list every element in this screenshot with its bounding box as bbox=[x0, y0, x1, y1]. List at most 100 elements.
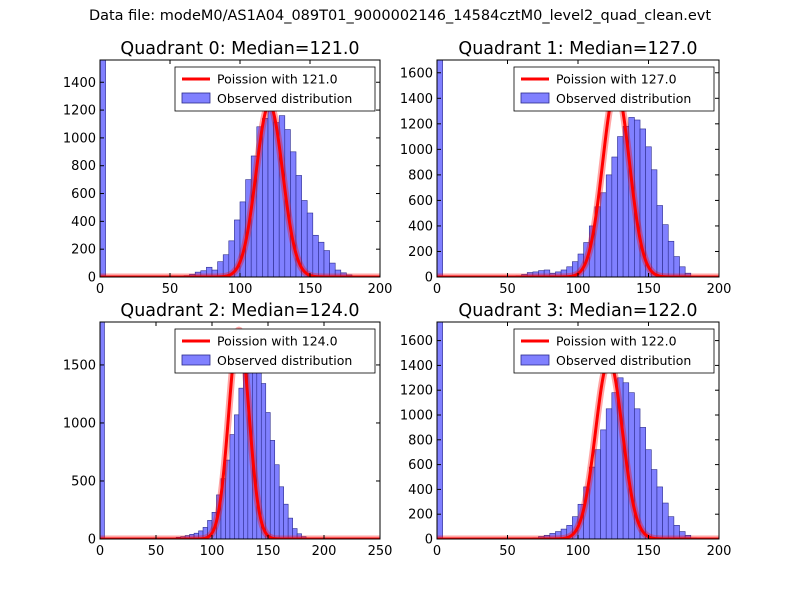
quadrant-0-plot: 0 50 100 150 200 0 200 400 600 800 1000 1200 1400 Qua… bbox=[63, 39, 393, 297]
histogram-bar bbox=[278, 486, 284, 539]
y-tick-label: 600 bbox=[408, 194, 433, 209]
histogram-bar bbox=[679, 266, 686, 277]
histogram-bar bbox=[611, 392, 618, 539]
histogram-bar bbox=[437, 322, 443, 539]
x-tick-label: 0 bbox=[433, 544, 441, 559]
legend-poisson-label: Poission with 121.0 bbox=[217, 72, 338, 87]
legend-observed-label: Observed distribution bbox=[217, 91, 352, 106]
page-title: Data file: modeM0/AS1A04_089T01_90000021… bbox=[88, 8, 712, 24]
histogram-bar bbox=[605, 174, 613, 277]
x-tick-label: 200 bbox=[707, 282, 732, 297]
histogram-bar bbox=[318, 241, 325, 277]
legend-histogram-swatch bbox=[181, 354, 211, 366]
x-tick-label: 0 bbox=[96, 544, 104, 559]
y-tick-label: 800 bbox=[71, 159, 96, 174]
histogram-bar bbox=[437, 60, 443, 277]
y-tick-label: 1000 bbox=[63, 416, 96, 431]
histogram-bar bbox=[274, 464, 280, 539]
histogram-bar bbox=[645, 449, 652, 539]
y-tick-label: 600 bbox=[408, 458, 433, 473]
x-tick-label: 50 bbox=[499, 282, 516, 297]
legend-box bbox=[513, 66, 715, 112]
legend-histogram-swatch bbox=[520, 354, 550, 366]
y-tick-label: 400 bbox=[71, 215, 96, 230]
histogram-bar bbox=[662, 224, 669, 277]
poisson-curve bbox=[437, 358, 719, 539]
histogram-bar bbox=[100, 60, 106, 277]
y-tick-label: 0 bbox=[88, 271, 96, 286]
histogram-bar bbox=[283, 503, 289, 539]
histogram-bar bbox=[617, 136, 624, 277]
y-tick-label: 1200 bbox=[400, 117, 433, 132]
x-tick-label: 200 bbox=[368, 282, 393, 297]
y-tick-label: 0 bbox=[425, 533, 433, 548]
histogram-bar bbox=[656, 205, 663, 277]
poisson-curve bbox=[100, 103, 380, 277]
histogram-bar bbox=[651, 169, 658, 277]
y-tick-label: 400 bbox=[408, 483, 433, 498]
y-tick-label: 200 bbox=[71, 243, 96, 258]
poisson-curve-glow bbox=[100, 101, 380, 277]
histogram-bar bbox=[229, 434, 235, 539]
x-tick-label: 50 bbox=[162, 282, 179, 297]
y-tick-label: 1200 bbox=[63, 104, 96, 119]
histogram-bar bbox=[306, 212, 314, 277]
histogram-bar bbox=[684, 272, 692, 277]
legend-observed-label: Observed distribution bbox=[217, 353, 352, 368]
poisson-curve-glow bbox=[437, 84, 719, 277]
histogram-bar bbox=[605, 408, 613, 539]
histogram-bar bbox=[267, 100, 274, 277]
x-tick-label: 50 bbox=[148, 544, 165, 559]
x-tick-label: 50 bbox=[499, 544, 516, 559]
x-tick-label: 200 bbox=[312, 544, 337, 559]
y-tick-label: 1600 bbox=[400, 66, 433, 81]
histogram-bar bbox=[269, 440, 276, 539]
x-tick-label: 100 bbox=[228, 282, 253, 297]
quadrant-title: Quadrant 0: Median=121.0 bbox=[120, 39, 359, 59]
y-tick-label: 1000 bbox=[400, 143, 433, 158]
legend: Poission with 127.0 Observed distribution bbox=[513, 66, 715, 112]
x-tick-label: 250 bbox=[368, 544, 393, 559]
legend-poisson-label: Poission with 124.0 bbox=[217, 334, 338, 349]
histogram-bar bbox=[234, 414, 240, 539]
x-tick-label: 100 bbox=[200, 544, 225, 559]
x-tick-label: 150 bbox=[636, 282, 661, 297]
legend-observed-label: Observed distribution bbox=[556, 353, 691, 368]
y-tick-label: 800 bbox=[408, 168, 433, 183]
y-tick-label: 500 bbox=[71, 474, 96, 489]
quadrant-2-plot: 0 50 100 150 200 250 0 500 1000 1500 Quadrant 2: M… bbox=[63, 301, 393, 559]
legend-observed-label: Observed distribution bbox=[556, 91, 691, 106]
legend-box bbox=[513, 328, 715, 374]
legend-histogram-swatch bbox=[181, 92, 211, 104]
quadrant-3-plot: 0 50 100 150 200 0 200 400 600 800 1000 1200 1400 160… bbox=[400, 301, 732, 559]
histogram-bar bbox=[323, 250, 330, 277]
x-tick-label: 200 bbox=[707, 544, 732, 559]
histogram-bar bbox=[238, 387, 244, 539]
y-tick-label: 1400 bbox=[400, 359, 433, 374]
x-tick-label: 0 bbox=[433, 282, 441, 297]
y-tick-label: 1000 bbox=[63, 131, 96, 146]
legend-poisson-label: Poission with 122.0 bbox=[556, 334, 677, 349]
plot-area bbox=[100, 60, 380, 277]
legend: Poission with 124.0 Observed distribution bbox=[174, 328, 376, 374]
x-tick-label: 100 bbox=[566, 544, 591, 559]
y-tick-label: 1400 bbox=[63, 76, 96, 91]
y-tick-label: 600 bbox=[71, 187, 96, 202]
histogram-bar bbox=[684, 534, 692, 539]
legend-poisson-label: Poission with 127.0 bbox=[556, 72, 677, 87]
y-tick-label: 1500 bbox=[63, 358, 96, 373]
y-tick-label: 1600 bbox=[400, 334, 433, 349]
x-tick-label: 150 bbox=[636, 544, 661, 559]
legend: Poission with 121.0 Observed distribution bbox=[174, 66, 376, 112]
histogram-bar bbox=[667, 240, 675, 277]
quadrant-title: Quadrant 1: Median=127.0 bbox=[458, 39, 697, 59]
quadrant-1-plot: 0 50 100 150 200 0 200 400 600 800 1000 1200 1400 160… bbox=[400, 39, 732, 297]
histogram-bar bbox=[651, 469, 658, 539]
legend-histogram-swatch bbox=[520, 92, 550, 104]
y-tick-label: 800 bbox=[408, 433, 433, 448]
y-tick-label: 1000 bbox=[400, 409, 433, 424]
histogram-bar bbox=[662, 502, 669, 539]
y-tick-label: 0 bbox=[425, 271, 433, 286]
histogram-bar bbox=[100, 322, 105, 539]
